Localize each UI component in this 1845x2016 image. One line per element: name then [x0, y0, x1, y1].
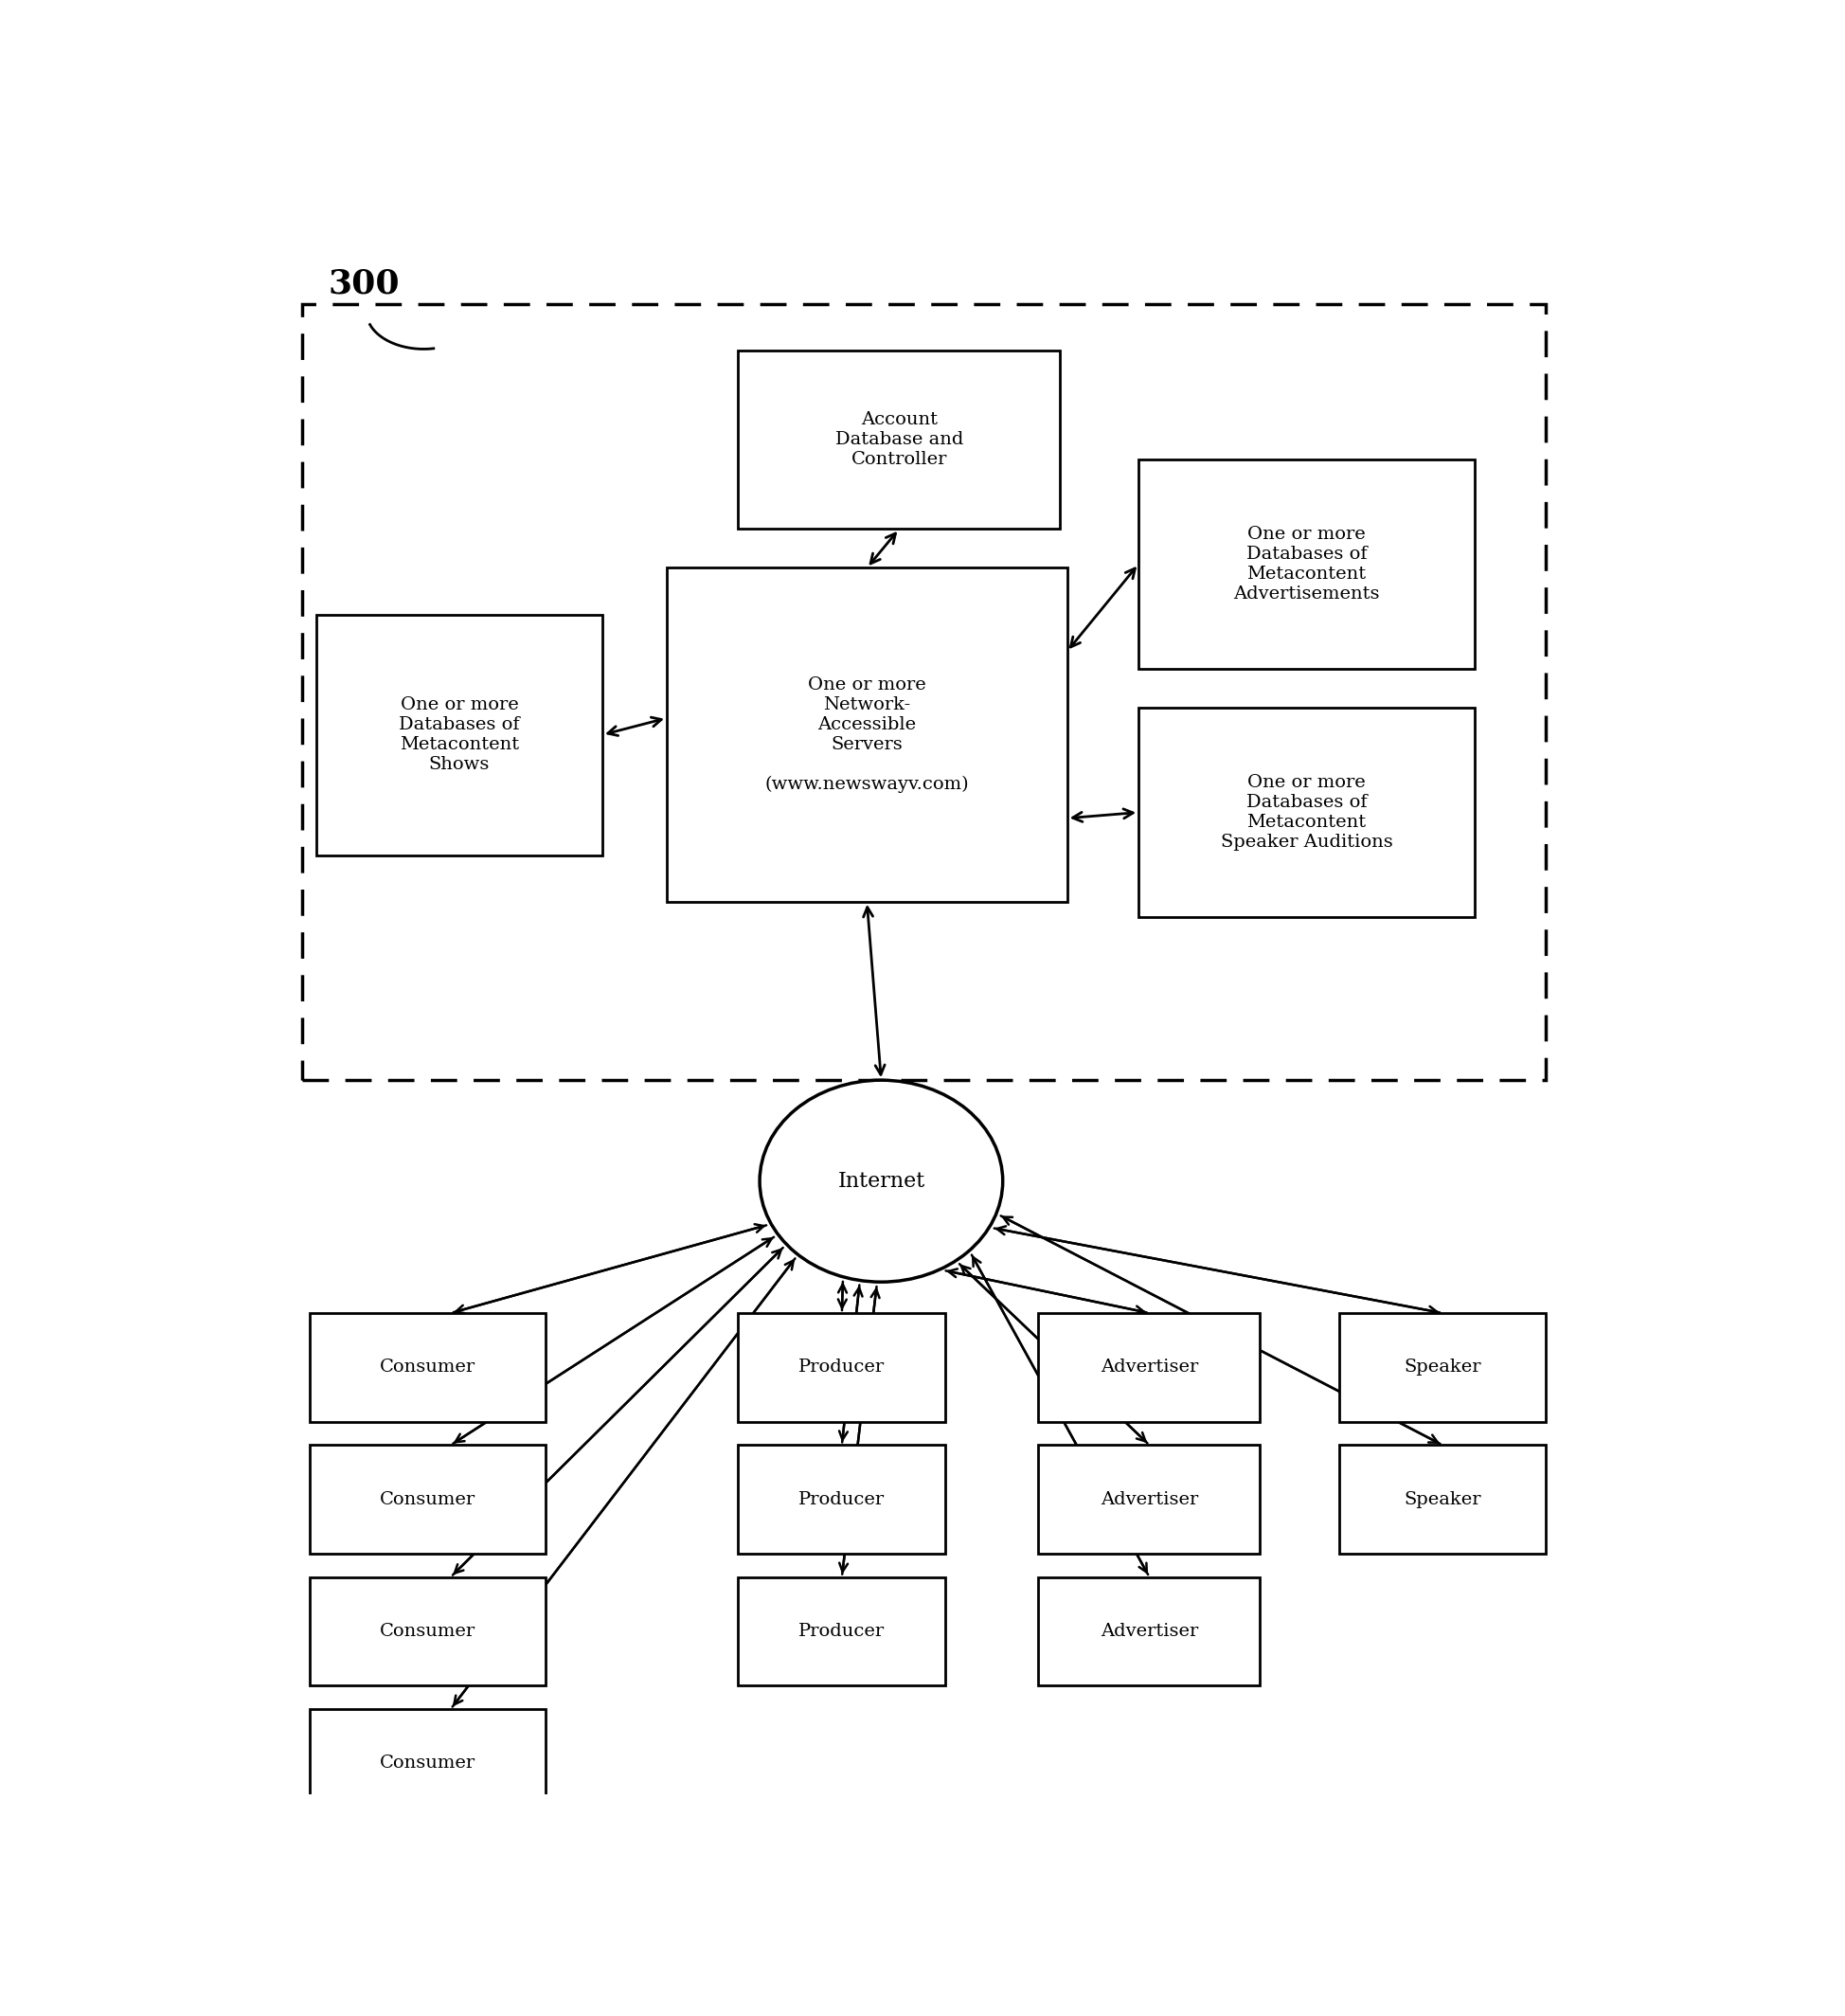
- FancyBboxPatch shape: [738, 1312, 946, 1421]
- Text: Consumer: Consumer: [380, 1754, 476, 1772]
- Text: Advertiser: Advertiser: [1100, 1490, 1197, 1508]
- FancyBboxPatch shape: [738, 1577, 946, 1685]
- Text: Advertiser: Advertiser: [1100, 1623, 1197, 1639]
- Text: Producer: Producer: [799, 1623, 886, 1639]
- FancyBboxPatch shape: [1138, 460, 1474, 669]
- Text: Advertiser: Advertiser: [1100, 1359, 1197, 1375]
- Text: One or more
Network-
Accessible
Servers

(www.newswayv.com): One or more Network- Accessible Servers …: [766, 677, 969, 792]
- FancyBboxPatch shape: [317, 615, 601, 855]
- Text: Speaker: Speaker: [1404, 1359, 1482, 1375]
- FancyBboxPatch shape: [310, 1312, 546, 1421]
- FancyBboxPatch shape: [1339, 1312, 1546, 1421]
- Text: Consumer: Consumer: [380, 1359, 476, 1375]
- Text: Producer: Producer: [799, 1490, 886, 1508]
- FancyBboxPatch shape: [1039, 1445, 1260, 1554]
- Text: One or more
Databases of
Metacontent
Advertisements: One or more Databases of Metacontent Adv…: [1234, 526, 1380, 603]
- Text: One or more
Databases of
Metacontent
Speaker Auditions: One or more Databases of Metacontent Spe…: [1221, 774, 1393, 851]
- Text: Internet: Internet: [838, 1171, 924, 1191]
- Text: 300: 300: [328, 268, 400, 300]
- Text: Producer: Producer: [799, 1359, 886, 1375]
- Text: Consumer: Consumer: [380, 1623, 476, 1639]
- FancyBboxPatch shape: [310, 1710, 546, 1818]
- FancyBboxPatch shape: [1039, 1312, 1260, 1421]
- FancyBboxPatch shape: [738, 351, 1059, 528]
- FancyBboxPatch shape: [738, 1445, 946, 1554]
- Text: Account
Database and
Controller: Account Database and Controller: [836, 411, 963, 468]
- Text: Speaker: Speaker: [1404, 1490, 1482, 1508]
- FancyBboxPatch shape: [666, 569, 1066, 901]
- FancyBboxPatch shape: [1039, 1577, 1260, 1685]
- Ellipse shape: [760, 1081, 1004, 1282]
- Text: One or more
Databases of
Metacontent
Shows: One or more Databases of Metacontent Sho…: [399, 698, 520, 772]
- Text: Consumer: Consumer: [380, 1490, 476, 1508]
- FancyBboxPatch shape: [310, 1577, 546, 1685]
- FancyBboxPatch shape: [1138, 708, 1474, 917]
- FancyBboxPatch shape: [1339, 1445, 1546, 1554]
- FancyBboxPatch shape: [310, 1445, 546, 1554]
